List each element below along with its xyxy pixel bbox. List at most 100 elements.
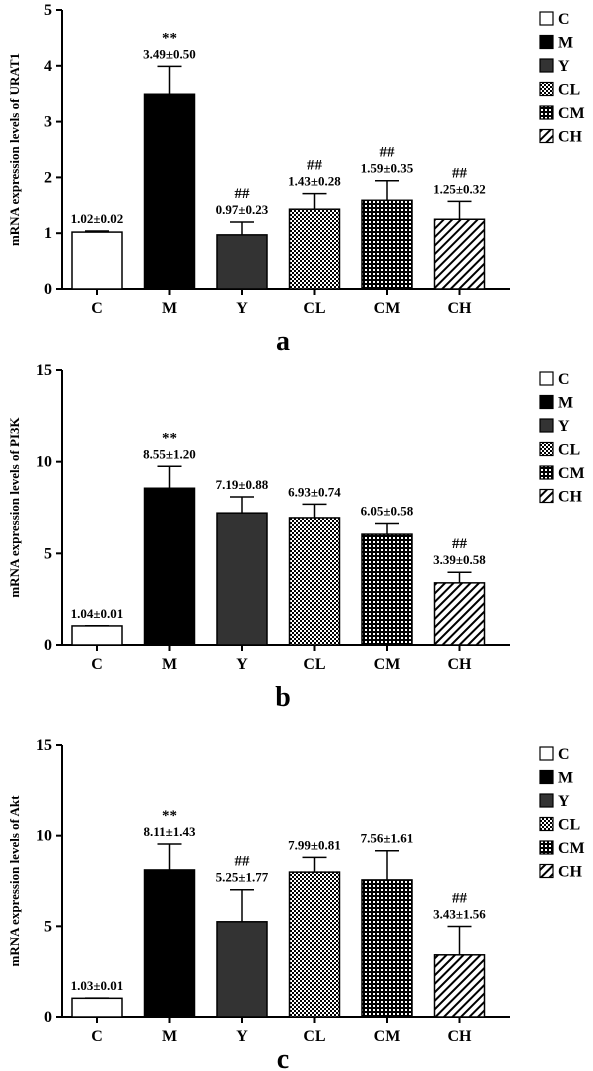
legend-swatch-CM	[539, 465, 554, 480]
data-label: 6.93±0.74	[288, 484, 341, 499]
significance-marker: ##	[452, 891, 468, 907]
legend-label: C	[558, 11, 570, 28]
legend-swatch-M	[539, 394, 554, 410]
legend-swatch-M	[539, 769, 554, 785]
bar-C	[71, 231, 123, 290]
legend-label: M	[558, 35, 573, 52]
legend-swatch-CH	[539, 128, 554, 144]
data-label: 1.03±0.01	[71, 978, 124, 993]
data-label: 3.39±0.58	[433, 552, 486, 567]
panel-label: a	[276, 326, 290, 357]
y-tick-label: 2	[44, 169, 52, 186]
data-label: 1.04±0.01	[71, 606, 124, 621]
y-tick-label: 5	[44, 545, 52, 562]
significance-marker: ##	[452, 536, 468, 552]
significance-marker: **	[162, 430, 177, 446]
legend-swatch-Y	[539, 58, 554, 73]
legend-swatch-CL	[539, 81, 554, 97]
data-label: 7.56±1.61	[361, 831, 414, 846]
legend-label: CM	[558, 105, 585, 122]
y-tick-label: 10	[36, 828, 52, 845]
y-tick-label: 10	[36, 454, 52, 471]
y-tick-label: 3	[44, 114, 52, 131]
legend-swatch-C	[539, 371, 554, 386]
y-axis-label: mRNA expression levels of PI3K	[7, 416, 22, 597]
x-tick-label: CH	[448, 656, 473, 673]
bar-CM	[361, 533, 413, 646]
legend-label: C	[558, 371, 570, 388]
legend-swatch-CH	[539, 863, 554, 879]
legend-label: CH	[558, 864, 583, 881]
bar-CL	[288, 208, 341, 290]
bar-CM	[361, 879, 413, 1018]
legend-label: C	[558, 746, 570, 763]
legend-label: CL	[558, 82, 580, 99]
x-tick-label: CH	[448, 1028, 473, 1045]
data-label: 1.59±0.35	[361, 161, 414, 176]
legend-label: CL	[558, 442, 580, 459]
x-tick-label: CL	[303, 1028, 325, 1045]
bar-C	[71, 625, 123, 646]
bar-CH	[433, 954, 486, 1018]
panel-label: b	[275, 682, 291, 713]
legend-label: CM	[558, 840, 585, 857]
x-tick-label: CH	[448, 300, 473, 317]
bar-M	[143, 869, 196, 1018]
data-label: 0.97±0.23	[216, 202, 269, 217]
y-axis-label: mRNA expression levels of Akt	[7, 795, 22, 967]
bar-CM	[361, 199, 413, 290]
x-tick-label: CM	[374, 300, 401, 317]
legend-swatch-CL	[539, 816, 554, 832]
y-tick-label: 0	[44, 1009, 52, 1026]
data-label: 7.99±0.81	[288, 837, 341, 852]
y-tick-label: 1	[44, 225, 52, 242]
legend-swatch-Y	[539, 793, 554, 808]
x-tick-label: Y	[236, 656, 248, 673]
legend-swatch-CM	[539, 105, 554, 120]
bar-M	[143, 487, 196, 646]
x-tick-label: CM	[374, 1028, 401, 1045]
data-label: 6.05±0.58	[361, 503, 414, 518]
data-label: 1.43±0.28	[288, 174, 341, 189]
significance-marker: ##	[452, 165, 468, 181]
x-tick-label: C	[91, 300, 103, 317]
legend-label: Y	[558, 58, 570, 75]
legend-swatch-CL	[539, 441, 554, 457]
legend-swatch-M	[539, 34, 554, 50]
chart-panel-c: 0 5 10 15 mRNA expression levels of Akt C 1.03…	[7, 737, 585, 1071]
significance-marker: **	[162, 808, 177, 824]
significance-marker: **	[162, 30, 177, 46]
chart-panel-b: 0 5 10 15 mRNA expression levels of PI3K C 1.0…	[7, 362, 585, 713]
data-label: 8.11±1.43	[144, 824, 196, 839]
y-tick-label: 15	[36, 362, 52, 379]
y-tick-label: 0	[44, 281, 52, 298]
bar-C	[71, 997, 123, 1018]
bar-Y	[216, 921, 268, 1018]
y-tick-label: 4	[44, 58, 52, 75]
legend-swatch-CH	[539, 488, 554, 504]
data-label: 3.49±0.50	[143, 46, 196, 61]
bar-Y	[216, 512, 268, 646]
legend-label: CM	[558, 465, 585, 482]
x-tick-label: CL	[303, 300, 325, 317]
legend-label: CH	[558, 129, 583, 146]
significance-marker: ##	[307, 158, 323, 174]
y-axis-label: mRNA expression levels of URAT1	[7, 53, 22, 246]
data-label: 5.25±1.77	[216, 870, 269, 885]
panel-label: c	[277, 1044, 289, 1071]
x-tick-label: Y	[236, 300, 248, 317]
bar-Y	[216, 234, 268, 290]
legend-label: M	[558, 395, 573, 412]
data-label: 7.19±0.88	[216, 477, 269, 492]
legend-label: CL	[558, 817, 580, 834]
y-tick-label: 0	[44, 637, 52, 654]
legend-swatch-C	[539, 746, 554, 761]
bar-CH	[433, 218, 486, 290]
x-tick-label: M	[162, 300, 177, 317]
y-tick-label: 5	[44, 918, 52, 935]
data-label: 1.02±0.02	[71, 211, 124, 226]
legend-swatch-CM	[539, 840, 554, 855]
